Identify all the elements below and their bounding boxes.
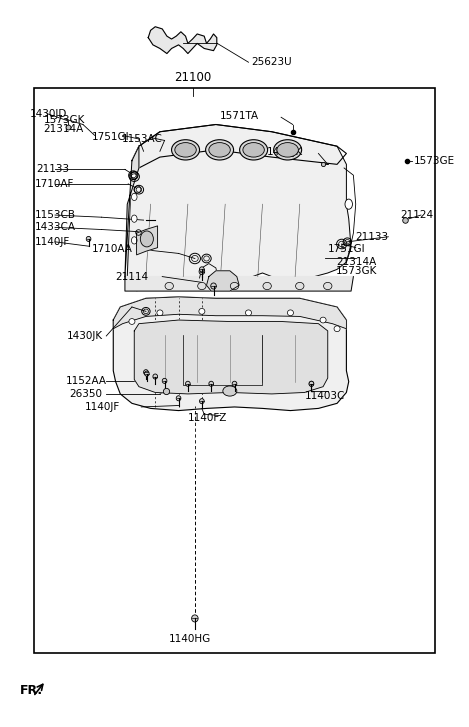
Ellipse shape [309, 381, 314, 386]
Ellipse shape [140, 231, 153, 247]
Text: 21133: 21133 [356, 232, 389, 242]
Text: 21114: 21114 [116, 272, 149, 281]
Text: 11403C: 11403C [304, 391, 345, 401]
Ellipse shape [223, 386, 237, 396]
Ellipse shape [345, 199, 353, 209]
Polygon shape [134, 320, 328, 394]
Text: 1430JD: 1430JD [30, 108, 68, 119]
Ellipse shape [153, 374, 158, 379]
Ellipse shape [131, 215, 137, 222]
Ellipse shape [192, 615, 198, 622]
Text: 21314A: 21314A [336, 257, 377, 267]
Polygon shape [113, 297, 347, 329]
Ellipse shape [320, 317, 326, 323]
Text: 26350: 26350 [69, 389, 102, 399]
Ellipse shape [240, 140, 268, 160]
Ellipse shape [199, 268, 204, 275]
Ellipse shape [324, 282, 332, 289]
Text: 21314A: 21314A [43, 124, 83, 134]
Ellipse shape [230, 282, 239, 289]
Ellipse shape [274, 140, 302, 160]
Text: 21133: 21133 [37, 164, 69, 174]
Text: 1573GK: 1573GK [43, 115, 85, 125]
Text: 1140JF: 1140JF [35, 237, 70, 247]
Polygon shape [125, 146, 139, 276]
Ellipse shape [86, 236, 91, 241]
Ellipse shape [199, 267, 204, 272]
Text: 21100: 21100 [174, 71, 211, 84]
Polygon shape [136, 226, 158, 255]
Ellipse shape [165, 282, 174, 289]
Ellipse shape [199, 308, 205, 314]
Text: 1710AF: 1710AF [35, 179, 74, 189]
Ellipse shape [157, 310, 163, 316]
Ellipse shape [243, 142, 265, 157]
Ellipse shape [162, 378, 167, 383]
Polygon shape [127, 124, 351, 291]
Text: 1140JF: 1140JF [85, 402, 121, 412]
Text: 1140HG: 1140HG [169, 634, 212, 643]
Ellipse shape [176, 395, 181, 401]
Text: 1573GK: 1573GK [336, 266, 378, 276]
Polygon shape [113, 297, 349, 411]
Ellipse shape [209, 142, 230, 157]
Ellipse shape [186, 381, 190, 386]
Ellipse shape [172, 140, 199, 160]
Polygon shape [148, 27, 217, 54]
Ellipse shape [334, 326, 340, 332]
Ellipse shape [209, 381, 213, 386]
Text: 25623U: 25623U [251, 57, 291, 67]
Ellipse shape [309, 381, 314, 386]
Ellipse shape [245, 310, 251, 316]
Ellipse shape [277, 142, 298, 157]
Ellipse shape [287, 310, 294, 316]
Polygon shape [125, 276, 353, 291]
Text: 1751GI: 1751GI [92, 132, 130, 142]
Ellipse shape [144, 371, 149, 376]
Ellipse shape [131, 172, 137, 179]
Text: FR.: FR. [20, 684, 43, 697]
Ellipse shape [131, 193, 137, 201]
Text: 1573GE: 1573GE [414, 156, 455, 166]
Polygon shape [206, 270, 239, 291]
Ellipse shape [232, 381, 237, 386]
Ellipse shape [295, 282, 304, 289]
Text: 1433CA: 1433CA [35, 222, 76, 233]
Text: 1710AA: 1710AA [92, 244, 133, 254]
Text: 1140FZ: 1140FZ [188, 413, 227, 423]
Text: 1152AA: 1152AA [66, 376, 107, 386]
Text: 1571TA: 1571TA [219, 111, 259, 121]
Ellipse shape [263, 282, 272, 289]
Text: 1430JK: 1430JK [67, 331, 103, 341]
Ellipse shape [131, 237, 137, 244]
Text: 1751GI: 1751GI [328, 244, 365, 254]
Text: 1153AC: 1153AC [121, 134, 163, 144]
Ellipse shape [129, 318, 135, 324]
Text: 1153CB: 1153CB [35, 210, 76, 220]
Text: 21124: 21124 [400, 210, 433, 220]
Ellipse shape [205, 140, 234, 160]
Ellipse shape [175, 142, 196, 157]
Ellipse shape [211, 283, 216, 289]
Ellipse shape [199, 398, 204, 403]
Text: 1430JK: 1430JK [267, 147, 303, 157]
Ellipse shape [197, 282, 206, 289]
Ellipse shape [144, 369, 148, 374]
